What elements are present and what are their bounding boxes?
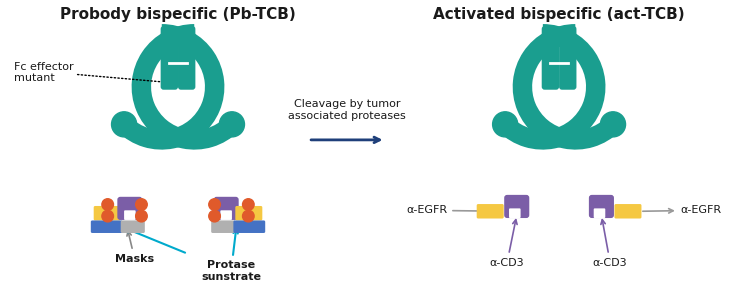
FancyBboxPatch shape bbox=[615, 204, 641, 219]
Circle shape bbox=[492, 112, 517, 137]
Circle shape bbox=[209, 199, 220, 210]
FancyBboxPatch shape bbox=[559, 26, 576, 90]
FancyBboxPatch shape bbox=[589, 195, 614, 218]
Text: α-EGFR: α-EGFR bbox=[406, 205, 497, 215]
Circle shape bbox=[111, 112, 136, 137]
Circle shape bbox=[209, 210, 220, 222]
FancyBboxPatch shape bbox=[212, 220, 235, 233]
Text: α-CD3: α-CD3 bbox=[593, 220, 627, 268]
Circle shape bbox=[242, 199, 254, 210]
FancyBboxPatch shape bbox=[477, 204, 503, 219]
FancyBboxPatch shape bbox=[124, 210, 136, 220]
Text: Masks: Masks bbox=[115, 231, 154, 264]
FancyBboxPatch shape bbox=[117, 197, 142, 220]
Circle shape bbox=[102, 199, 113, 210]
Text: Fc effector
mutant: Fc effector mutant bbox=[14, 62, 74, 83]
FancyBboxPatch shape bbox=[234, 220, 265, 233]
Text: α-EGFR: α-EGFR bbox=[643, 205, 722, 215]
FancyBboxPatch shape bbox=[214, 197, 239, 220]
Circle shape bbox=[136, 199, 147, 210]
FancyBboxPatch shape bbox=[94, 206, 121, 220]
Circle shape bbox=[242, 210, 254, 222]
Text: α-CD3: α-CD3 bbox=[490, 220, 525, 268]
FancyBboxPatch shape bbox=[161, 26, 178, 90]
Text: Probody bispecific (Pb-TCB): Probody bispecific (Pb-TCB) bbox=[60, 7, 296, 22]
FancyBboxPatch shape bbox=[509, 208, 520, 218]
FancyBboxPatch shape bbox=[178, 26, 195, 90]
Circle shape bbox=[136, 210, 147, 222]
FancyBboxPatch shape bbox=[91, 220, 122, 233]
FancyBboxPatch shape bbox=[235, 206, 262, 220]
FancyBboxPatch shape bbox=[542, 26, 559, 90]
Text: Protase
sunstrate: Protase sunstrate bbox=[201, 229, 261, 282]
FancyBboxPatch shape bbox=[121, 220, 145, 233]
Text: Cleavage by tumor
associated proteases: Cleavage by tumor associated proteases bbox=[288, 99, 405, 121]
Circle shape bbox=[102, 210, 113, 222]
Circle shape bbox=[220, 112, 245, 137]
FancyBboxPatch shape bbox=[594, 208, 605, 218]
FancyBboxPatch shape bbox=[504, 195, 529, 218]
FancyBboxPatch shape bbox=[220, 210, 232, 220]
Circle shape bbox=[601, 112, 626, 137]
Text: Activated bispecific (act-TCB): Activated bispecific (act-TCB) bbox=[433, 7, 685, 22]
